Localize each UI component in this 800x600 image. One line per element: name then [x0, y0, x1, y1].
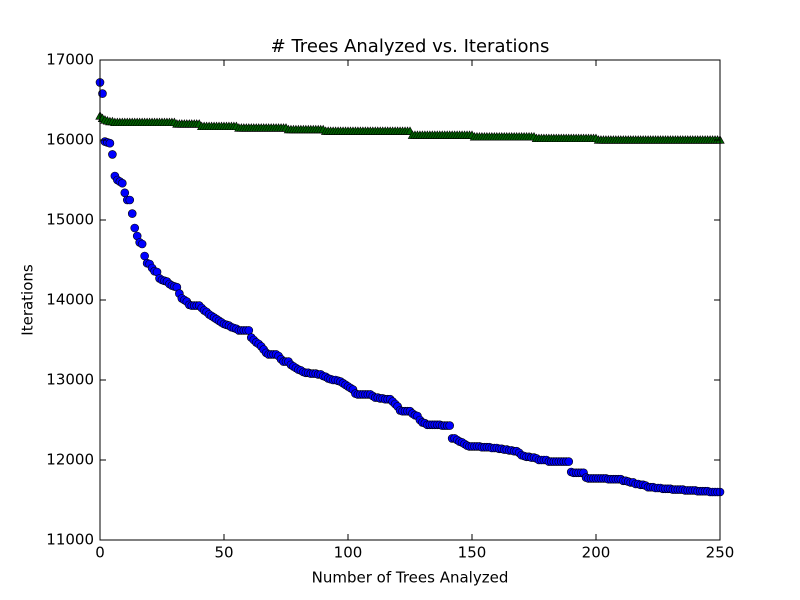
point: [105, 138, 115, 148]
point: [125, 195, 135, 205]
y-tick-label: 13000: [46, 371, 94, 389]
y-tick-label: 17000: [46, 51, 94, 69]
point: [137, 239, 147, 249]
y-tick-label: 12000: [46, 451, 94, 469]
x-tick-label: 200: [582, 544, 611, 562]
x-axis-label: Number of Trees Analyzed: [312, 569, 509, 587]
x-tick-label: 150: [458, 544, 487, 562]
point: [140, 251, 149, 261]
point: [120, 188, 130, 198]
point: [244, 326, 254, 335]
y-axis-label: Iterations: [19, 264, 37, 336]
point: [118, 178, 127, 188]
plot-marks: [95, 78, 725, 497]
y-tick-label: 11000: [46, 531, 94, 549]
y-tick-label: 16000: [46, 131, 94, 149]
y-tick-label: 14000: [46, 291, 94, 309]
x-tick-label: 100: [334, 544, 363, 562]
chart-title: # Trees Analyzed vs. Iterations: [271, 36, 550, 57]
point: [130, 223, 140, 233]
x-tick-label: 50: [214, 544, 233, 562]
point: [127, 209, 137, 218]
x-tick-label: 0: [95, 544, 105, 562]
point: [564, 457, 574, 466]
point: [108, 150, 117, 159]
y-tick-label: 15000: [46, 211, 94, 229]
x-tick-label: 250: [706, 544, 735, 562]
point: [445, 421, 454, 430]
